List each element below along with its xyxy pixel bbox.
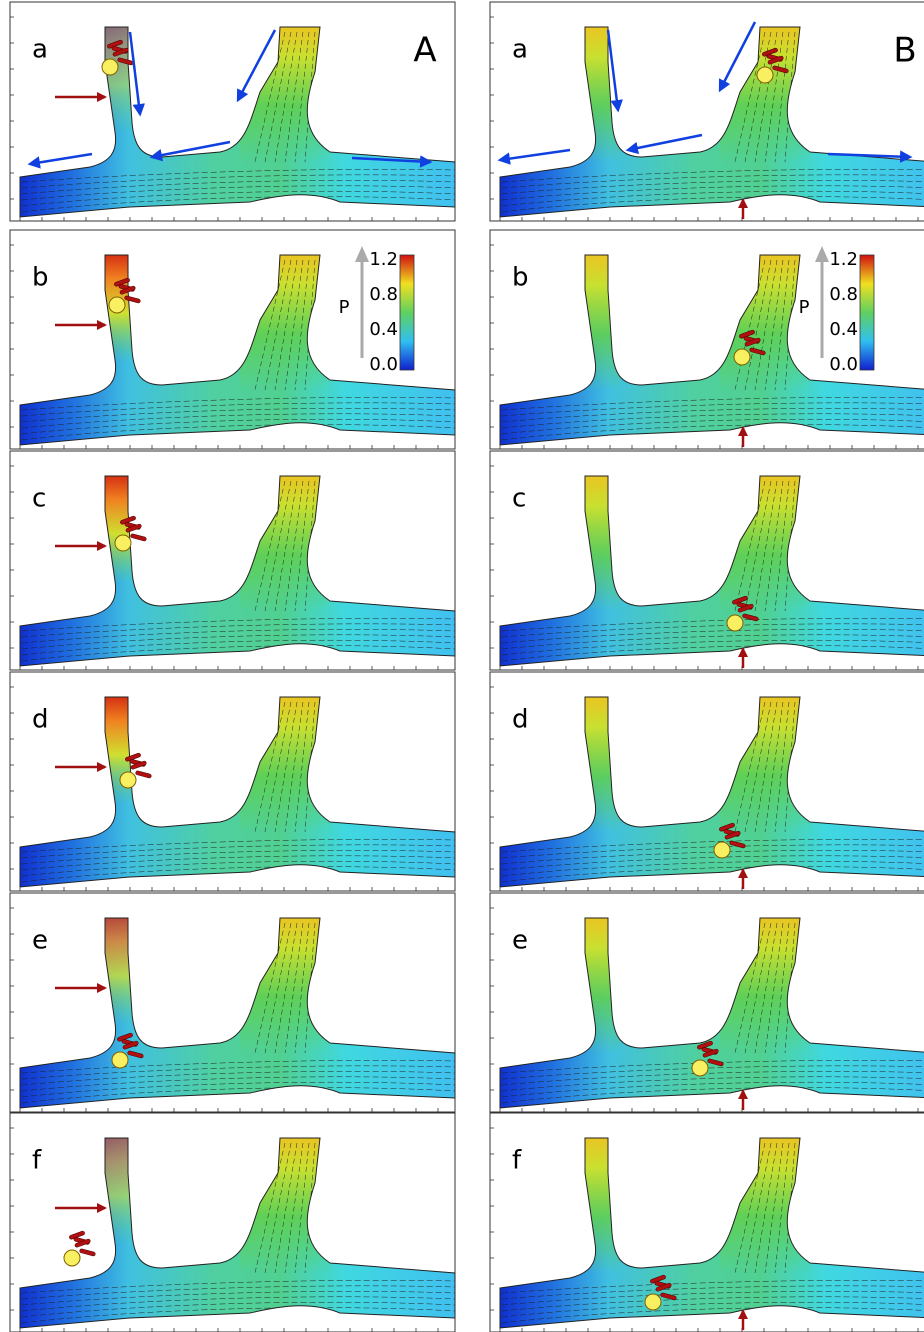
panel: f: [490, 1113, 924, 1332]
colorbar-tick: 0.0: [829, 354, 858, 375]
panel-label: a: [512, 35, 528, 65]
colorbar-tick: 0.4: [369, 319, 398, 340]
panels: aAbP1.20.80.40.0cdefaBbP1.20.80.40.0cdef: [10, 2, 924, 1332]
panel-label: d: [512, 705, 529, 735]
colorbar-tick: 0.0: [369, 354, 398, 375]
cell: [734, 349, 750, 365]
panel-label: e: [512, 926, 528, 956]
panel: aA: [10, 2, 455, 221]
colorbar-label: P: [799, 297, 810, 318]
colorbar: [860, 255, 874, 370]
panel-label: f: [512, 1146, 522, 1176]
cell: [109, 297, 125, 313]
colorbar-label: P: [339, 297, 350, 318]
panel: d: [490, 672, 924, 891]
panel-label: f: [32, 1146, 42, 1176]
panel: e: [10, 893, 455, 1112]
colorbar-tick: 0.8: [829, 284, 858, 305]
panel-label: b: [32, 263, 49, 293]
cell: [714, 842, 730, 858]
panel: c: [10, 451, 455, 670]
panel-label: c: [32, 484, 46, 514]
panel-label: c: [512, 484, 526, 514]
colorbar-tick: 1.2: [829, 249, 858, 270]
cell: [112, 1052, 128, 1068]
panel: c: [490, 451, 924, 670]
panel: f: [10, 1113, 455, 1332]
figure: aAbP1.20.80.40.0cdefaBbP1.20.80.40.0cdef: [0, 0, 924, 1332]
column-label: B: [893, 31, 916, 71]
cell: [645, 1294, 661, 1310]
colorbar-tick: 0.4: [829, 319, 858, 340]
colorbar-tick: 1.2: [369, 249, 398, 270]
cell: [757, 67, 773, 83]
panel-label: d: [32, 705, 49, 735]
panel: d: [10, 672, 455, 891]
panel: e: [490, 893, 924, 1112]
cell: [120, 772, 136, 788]
cell: [692, 1060, 708, 1076]
panel-label: a: [32, 35, 48, 65]
cell: [727, 615, 743, 631]
cell: [64, 1250, 80, 1266]
cell: [102, 59, 118, 75]
panel: b P 1.2 0.8 0.4 0.0: [10, 230, 455, 449]
colorbar-tick: 0.8: [369, 284, 398, 305]
column-label: A: [413, 31, 436, 71]
panel-label: e: [32, 926, 48, 956]
cell: [115, 535, 131, 551]
panel-label: b: [512, 263, 529, 293]
panel: b P 1.2 0.8 0.4 0.0: [490, 230, 924, 449]
colorbar: [400, 255, 414, 370]
